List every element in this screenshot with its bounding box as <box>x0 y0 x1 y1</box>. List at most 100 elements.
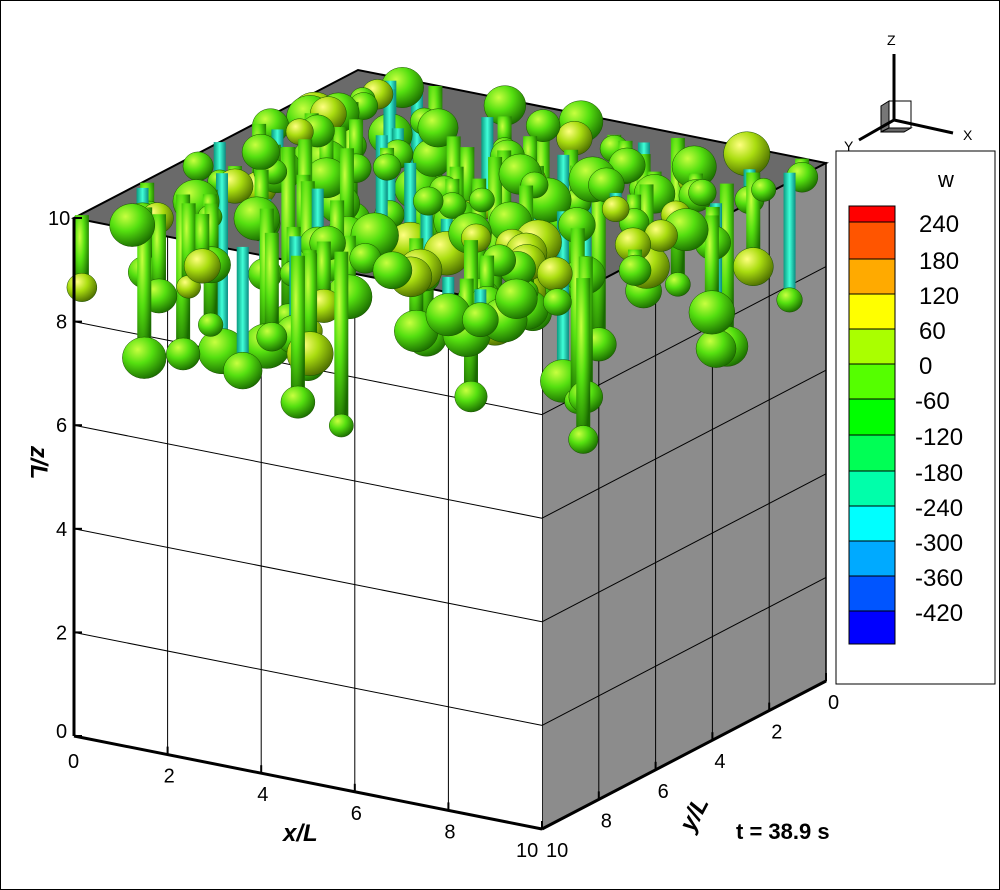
vortex-stem <box>290 255 305 403</box>
vortex-stem <box>137 215 152 358</box>
legend-swatch <box>848 258 896 295</box>
legend-level-label: -360 <box>915 565 963 592</box>
vortex-blob <box>732 247 774 286</box>
y-axis-label: y/L <box>674 793 715 837</box>
isosurface-blobs <box>66 67 819 454</box>
vortex-blob <box>328 413 354 438</box>
vortex-blob <box>568 425 599 454</box>
y-tick-label: 10 <box>546 840 568 862</box>
x-tick-label: 6 <box>351 803 362 825</box>
vortex-blob <box>256 322 288 352</box>
legend-level-label: 240 <box>919 211 959 238</box>
y-tick-label: 0 <box>828 692 839 714</box>
vortex-blob <box>66 272 98 302</box>
vortex-blob <box>372 153 402 181</box>
x-tick-label: 8 <box>444 821 455 843</box>
z-tick-label: 6 <box>56 415 67 437</box>
vortex-stem <box>576 278 591 440</box>
x-tick-label: 2 <box>164 766 175 788</box>
vortex-stem <box>334 251 349 426</box>
triad-cube-edge <box>889 100 912 128</box>
triad-y-label: Y <box>844 138 854 154</box>
vortex-blob <box>454 380 488 413</box>
vortex-blob <box>109 203 156 247</box>
vortex-blob <box>695 329 737 368</box>
vortex-blob <box>122 336 167 379</box>
vortex-blob <box>776 287 803 313</box>
vortex-blob <box>241 133 280 171</box>
legend-swatch <box>848 540 896 577</box>
gridline-z <box>73 424 543 519</box>
legend-swatch <box>848 328 896 365</box>
vortex-blob <box>495 278 538 319</box>
vortex-blob <box>542 288 572 316</box>
legend-swatch <box>848 221 896 260</box>
legend-level-label: -300 <box>915 530 963 557</box>
legend-level-label: 60 <box>919 318 946 345</box>
legend-swatch <box>848 505 896 542</box>
y-tick-label: 4 <box>714 751 725 773</box>
legend-title: w <box>937 167 954 192</box>
vortex-stem <box>151 214 166 296</box>
vortex-blob <box>665 272 691 297</box>
legend-swatch <box>848 575 896 612</box>
z-axis-label: z/L <box>25 445 52 479</box>
legend-swatch <box>848 434 896 472</box>
gridline-z-side <box>541 369 827 519</box>
x-axis-line <box>73 734 543 831</box>
vortex-blob <box>413 186 444 216</box>
legend-level-label: 180 <box>919 248 959 275</box>
vortex-blob <box>183 248 221 284</box>
z-tick-label: 8 <box>56 312 67 334</box>
y-axis-line <box>541 679 827 831</box>
gridline-z-side <box>541 473 827 623</box>
legend-swatch <box>848 610 896 645</box>
x-axis-label: x/L <box>281 820 318 847</box>
legend-level-label: -120 <box>915 424 963 451</box>
vortex-blob <box>688 290 736 335</box>
triad-y-axis <box>858 118 895 142</box>
vortex-stem <box>264 232 279 337</box>
vortex-blob <box>182 151 214 181</box>
x-tick-label: 0 <box>68 751 79 773</box>
time-annotation: t = 38.9 s <box>736 819 830 844</box>
legend-level-label: -240 <box>915 495 963 522</box>
z-tick-label: 2 <box>56 622 67 644</box>
legend-level-label: -420 <box>915 600 963 627</box>
y-tick-label: 6 <box>658 781 669 803</box>
vortex-blob <box>618 254 652 286</box>
z-tick-label: 10 <box>48 208 70 230</box>
vortex-blob <box>223 351 263 390</box>
vortex-stem <box>704 215 719 313</box>
triad-z-label: Z <box>887 32 896 48</box>
vortex-stem <box>236 246 249 371</box>
vortex-blob <box>469 187 495 213</box>
legend-swatch <box>848 293 896 330</box>
vortex-stem <box>783 172 796 300</box>
vortex-blob <box>601 195 630 223</box>
gridline-z-side <box>541 576 827 726</box>
z-tick-label: 4 <box>56 519 67 541</box>
legend-level-label: -60 <box>915 388 950 415</box>
vortex-blob <box>688 179 717 207</box>
vortex-blob <box>462 302 499 338</box>
x-tick-label: 10 <box>516 840 538 862</box>
front-wall <box>74 218 542 829</box>
triad-x-label: X <box>963 127 973 143</box>
vortex-blob <box>751 178 777 202</box>
vortex-blob <box>372 251 413 290</box>
vortex-stem <box>74 215 89 288</box>
y-tick-label: 8 <box>601 810 612 832</box>
triad-x-axis <box>893 118 954 135</box>
vortex-stem <box>303 253 318 354</box>
legend-swatch <box>848 398 896 436</box>
vortex-blob <box>536 256 573 291</box>
legend-swatch <box>848 363 896 400</box>
gridline-z <box>73 631 543 726</box>
gridline-z <box>73 528 543 623</box>
legend-level-label: -180 <box>915 460 963 487</box>
z-tick-label: 0 <box>56 721 67 743</box>
vortex-blob <box>525 109 561 143</box>
